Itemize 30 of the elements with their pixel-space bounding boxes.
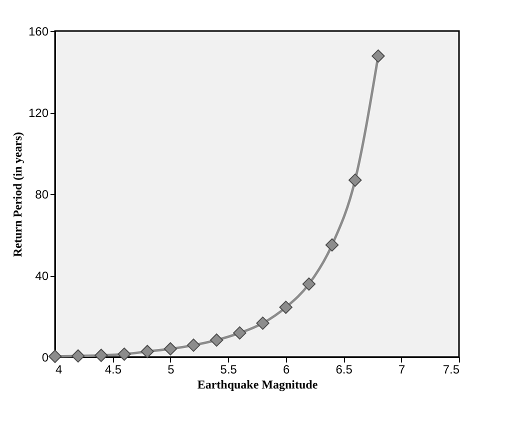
y-tick-label: 160 (28, 24, 49, 38)
x-tick-label: 6 (283, 362, 290, 376)
point (94, 348, 108, 362)
point (302, 277, 316, 291)
x-tick-label: 4.5 (104, 362, 122, 376)
point (233, 326, 246, 340)
point (210, 333, 224, 347)
point (279, 300, 292, 314)
x-tick-label: 5 (168, 362, 175, 376)
point (71, 349, 85, 363)
x-tick-label: 6.5 (336, 362, 353, 376)
x-tick-label: 7.5 (442, 362, 460, 376)
point (256, 316, 270, 330)
y-tick-label: 80 (35, 188, 49, 202)
point (140, 344, 154, 358)
x-tick-label: 5.5 (220, 362, 238, 376)
y-tick-label: 120 (28, 106, 49, 120)
point (164, 342, 178, 356)
y-axis-title: Return Period (in years) (10, 132, 24, 257)
point (48, 350, 62, 364)
y-tick-label: 0 (42, 350, 49, 364)
point (325, 238, 339, 252)
x-tick-label: 4 (56, 362, 62, 376)
point (186, 338, 200, 352)
point (118, 348, 131, 361)
point (372, 49, 385, 63)
point (348, 174, 362, 187)
y-tick-label: 40 (35, 269, 49, 283)
x-tick-label: 7 (398, 362, 406, 376)
x-axis-title: Earthquake Magnitude (197, 378, 318, 392)
